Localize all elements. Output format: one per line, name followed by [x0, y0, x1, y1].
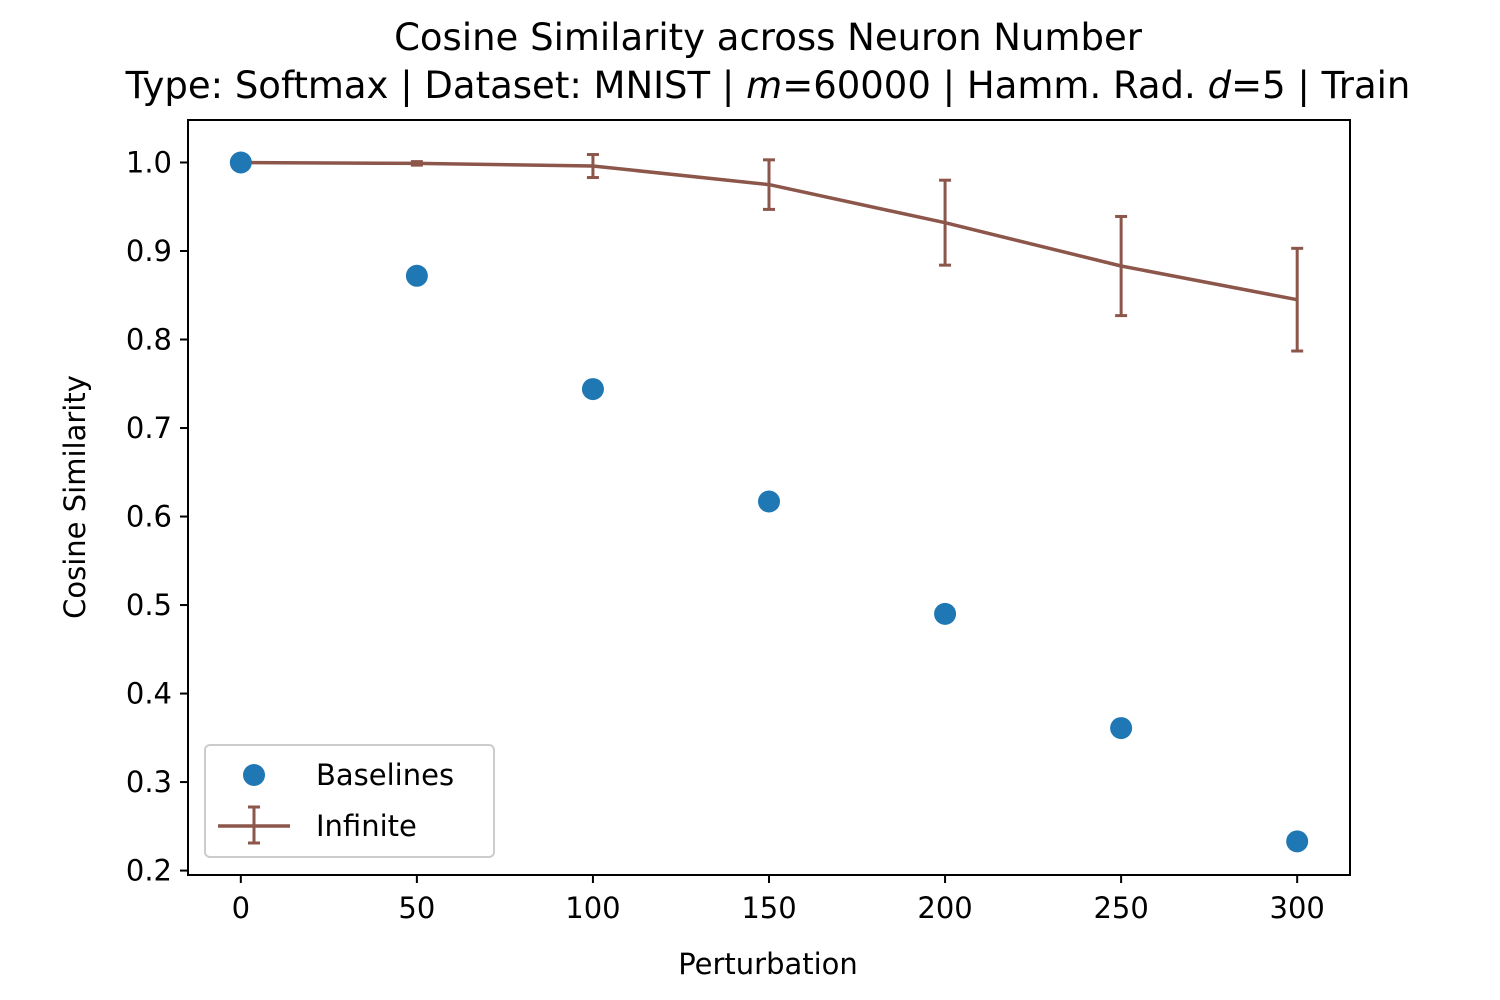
y-tick-label: 0.6 [126, 500, 172, 534]
x-tick-label: 0 [232, 891, 250, 925]
series-baselines [229, 151, 1309, 853]
infinite-errorbar [410, 160, 423, 167]
axis-ticks: 0 50 100 150 200 250 300 0.2 0.3 0.4 0.5 0.6 0.7 0.8 0… [126, 145, 1325, 925]
baselines-point [1110, 717, 1133, 740]
baselines-point [934, 602, 957, 625]
x-tick-label: 250 [1093, 891, 1148, 925]
infinite-errorbar [1115, 214, 1128, 318]
x-tick-label: 300 [1270, 891, 1325, 925]
x-tick-label: 150 [741, 891, 796, 925]
y-tick-label: 0.7 [126, 411, 172, 445]
series-infinite [240, 153, 1304, 353]
legend-label-infinite: Infinite [316, 809, 417, 843]
infinite-errorbar [1291, 246, 1304, 353]
chart-title: Cosine Similarity across Neuron Number [394, 16, 1143, 59]
legend-marker-baselines [243, 764, 265, 786]
chart-subtitle: Type: Softmax | Dataset: MNIST | m=60000… [125, 64, 1411, 107]
legend-box [204, 744, 495, 858]
infinite-errorbar [586, 153, 599, 180]
x-tick-label: 100 [565, 891, 620, 925]
x-axis-label: Perturbation [678, 947, 858, 981]
x-tick-label: 200 [917, 891, 972, 925]
y-tick-label: 0.4 [126, 677, 172, 711]
y-tick-label: 0.2 [126, 854, 172, 888]
infinite-errorbar [763, 158, 775, 211]
y-tick-label: 0.8 [126, 323, 172, 357]
baselines-point [581, 378, 604, 401]
y-axis-label: Cosine Similarity [58, 375, 92, 619]
baselines-point [229, 151, 252, 174]
infinite-errorbar [939, 178, 952, 267]
plot-frame [187, 119, 1351, 876]
y-tick-label: 1.0 [126, 145, 172, 179]
y-tick-label: 0.3 [126, 765, 172, 799]
x-tick-label: 50 [398, 891, 435, 925]
baselines-point [405, 264, 428, 287]
legend-label-baselines: Baselines [316, 758, 454, 792]
legend: Baselines Infinite [204, 744, 495, 858]
baselines-point [758, 490, 780, 513]
baselines-point [1286, 830, 1309, 853]
y-tick-label: 0.9 [126, 234, 172, 268]
y-tick-label: 0.5 [126, 588, 172, 622]
